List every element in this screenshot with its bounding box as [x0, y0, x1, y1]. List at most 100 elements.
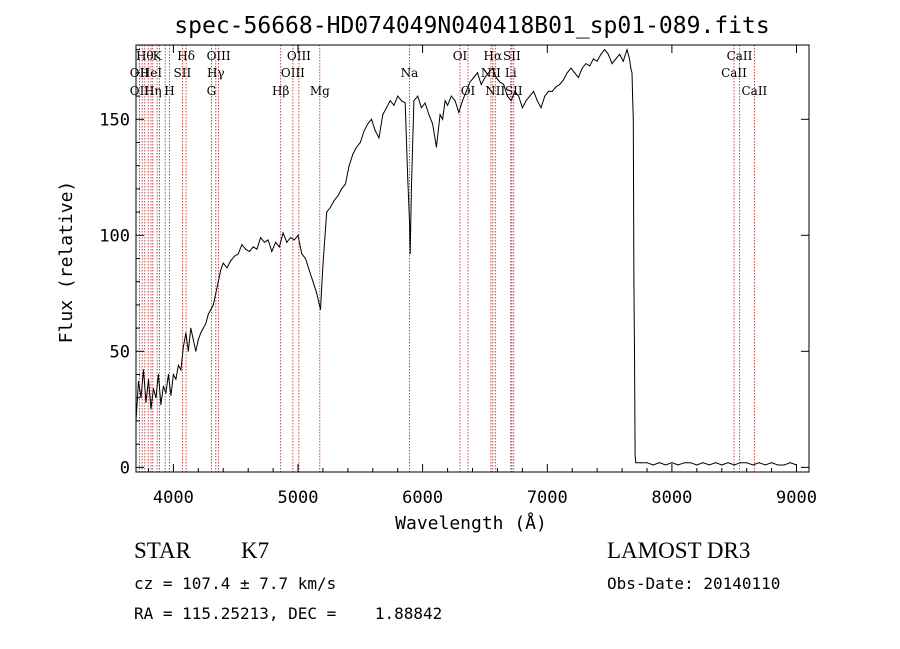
data-point [473, 77, 475, 78]
x-tick-label: 8000 [651, 488, 692, 508]
spectral-line-label: Hδ [177, 49, 195, 63]
data-point [665, 464, 667, 466]
data-point [363, 130, 365, 132]
data-point [764, 464, 766, 466]
data-point [410, 188, 412, 190]
spectral-lines [138, 45, 755, 472]
survey-name: LAMOST DR3 [607, 538, 751, 563]
data-point [777, 464, 779, 466]
data-point [521, 107, 523, 109]
data-point [589, 65, 591, 67]
data-point [316, 292, 318, 294]
data-point [207, 313, 209, 315]
data-point [248, 251, 250, 252]
data-point [222, 262, 224, 264]
x-tick-label: 9000 [776, 488, 817, 508]
data-point [348, 165, 350, 167]
data-point [540, 107, 542, 109]
data-point [746, 462, 748, 464]
spectral-line-label: NII [485, 84, 505, 98]
spectral-line-label: Hβ [272, 84, 289, 98]
spectral-line-label: Li [505, 66, 517, 80]
x-tick-label: 5000 [278, 488, 319, 508]
data-point [182, 346, 184, 348]
data-point [293, 239, 295, 241]
data-point [190, 327, 192, 329]
data-point [409, 253, 411, 255]
spectral-line-label: OII [130, 84, 150, 98]
data-point [533, 90, 535, 92]
data-point [162, 385, 164, 387]
data-point [220, 269, 222, 271]
data-point [477, 72, 478, 74]
data-point [592, 58, 594, 60]
data-point [671, 462, 673, 464]
spectral-line-label: Hθ [136, 49, 154, 63]
data-point [290, 237, 291, 239]
data-point [234, 255, 235, 257]
data-point [245, 248, 247, 250]
data-point [322, 265, 324, 266]
data-point [510, 100, 512, 102]
data-point [696, 464, 698, 466]
data-point [428, 114, 430, 116]
data-point [506, 95, 508, 97]
data-point [646, 462, 648, 464]
data-point [499, 81, 501, 83]
data-point [439, 114, 441, 116]
data-point [789, 462, 791, 464]
data-point [286, 241, 288, 243]
data-point [175, 378, 177, 380]
data-point [185, 332, 187, 334]
y-tick-label: 50 [110, 342, 130, 362]
spectral-line-label: K [153, 49, 163, 63]
data-point [783, 464, 785, 466]
spectral-line-label: OI [461, 84, 476, 98]
data-point [177, 364, 179, 366]
data-point [180, 369, 182, 371]
y-tick-label: 150 [99, 110, 130, 130]
data-point [143, 369, 144, 371]
data-point [170, 394, 172, 396]
data-point [559, 84, 561, 85]
data-point [333, 200, 335, 201]
data-point [202, 327, 204, 329]
spectral-line-label: CaII [741, 84, 767, 98]
spectral-line-label: G [207, 84, 217, 98]
data-point [611, 63, 613, 65]
chart-title: spec-56668-HD074049N040418B01_sp01-089.f… [174, 13, 769, 39]
data-point [721, 464, 723, 466]
data-point [212, 304, 214, 306]
data-point [172, 374, 174, 375]
data-point [301, 253, 303, 255]
data-point [604, 49, 606, 51]
data-point [771, 462, 773, 464]
data-point [275, 241, 277, 243]
data-point [514, 90, 516, 92]
data-point [308, 269, 310, 271]
data-point [727, 462, 729, 464]
data-point [615, 58, 617, 60]
data-point [634, 350, 635, 352]
data-point [305, 258, 306, 259]
data-point [566, 72, 568, 74]
spectral-line-label: Hγ [207, 66, 225, 80]
data-point [733, 464, 735, 466]
spectral-line-label: Hα [484, 49, 503, 63]
data-point [407, 176, 409, 178]
data-point [230, 260, 232, 262]
data-point [152, 388, 154, 389]
data-point [465, 90, 467, 92]
data-point [518, 95, 520, 97]
data-point [677, 464, 679, 466]
spectral-line-label: OIII [281, 66, 305, 80]
spectral-line-label: NII [481, 66, 501, 80]
spectral-line-label: Mg [310, 84, 330, 98]
data-point [187, 350, 189, 352]
data-point [359, 142, 361, 143]
data-point [544, 95, 546, 97]
data-point [352, 153, 354, 155]
data-point [374, 130, 376, 132]
data-point [195, 350, 197, 352]
coordinates: RA = 115.25213, DEC = 1.88842 [134, 604, 443, 623]
